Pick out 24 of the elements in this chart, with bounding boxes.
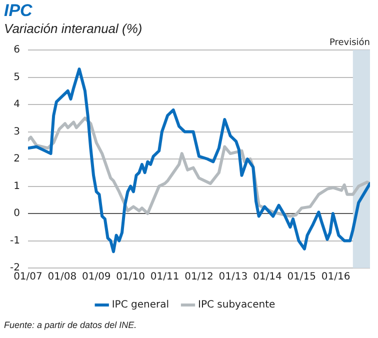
- y-tick-label: 6: [14, 44, 20, 56]
- y-tick-label: -1: [10, 235, 20, 246]
- y-tick-label: 3: [14, 126, 20, 138]
- x-tick-label: 01/15: [287, 272, 316, 283]
- x-tick-label: 01/10: [116, 272, 145, 283]
- x-tick-label: 01/09: [82, 272, 111, 283]
- x-tick-label: 01/12: [184, 272, 214, 283]
- chart-title: IPC: [4, 1, 32, 21]
- band-label: Previsión: [329, 36, 370, 48]
- chart-subtitle: Variación interanual (%): [4, 21, 142, 36]
- y-tick-label: 4: [14, 99, 20, 110]
- x-tick-label: 01/16: [321, 272, 350, 283]
- y-tick-label: 0: [14, 208, 20, 220]
- source-note: Fuente: a partir de datos del INE.: [4, 320, 137, 330]
- x-tick-label: 01/07: [14, 272, 42, 283]
- x-tick-label: 01/13: [218, 272, 248, 283]
- legend-label: IPC subyacente: [198, 300, 276, 311]
- x-tick-label: 01/14: [252, 272, 282, 283]
- y-tick-label: 5: [14, 72, 20, 83]
- legend-label: IPC general: [112, 300, 170, 311]
- y-tick-label: 1: [14, 180, 20, 192]
- x-tick-label: 01/11: [150, 272, 180, 283]
- y-tick-label: 2: [14, 154, 20, 165]
- x-tick-label: 01/08: [48, 272, 77, 283]
